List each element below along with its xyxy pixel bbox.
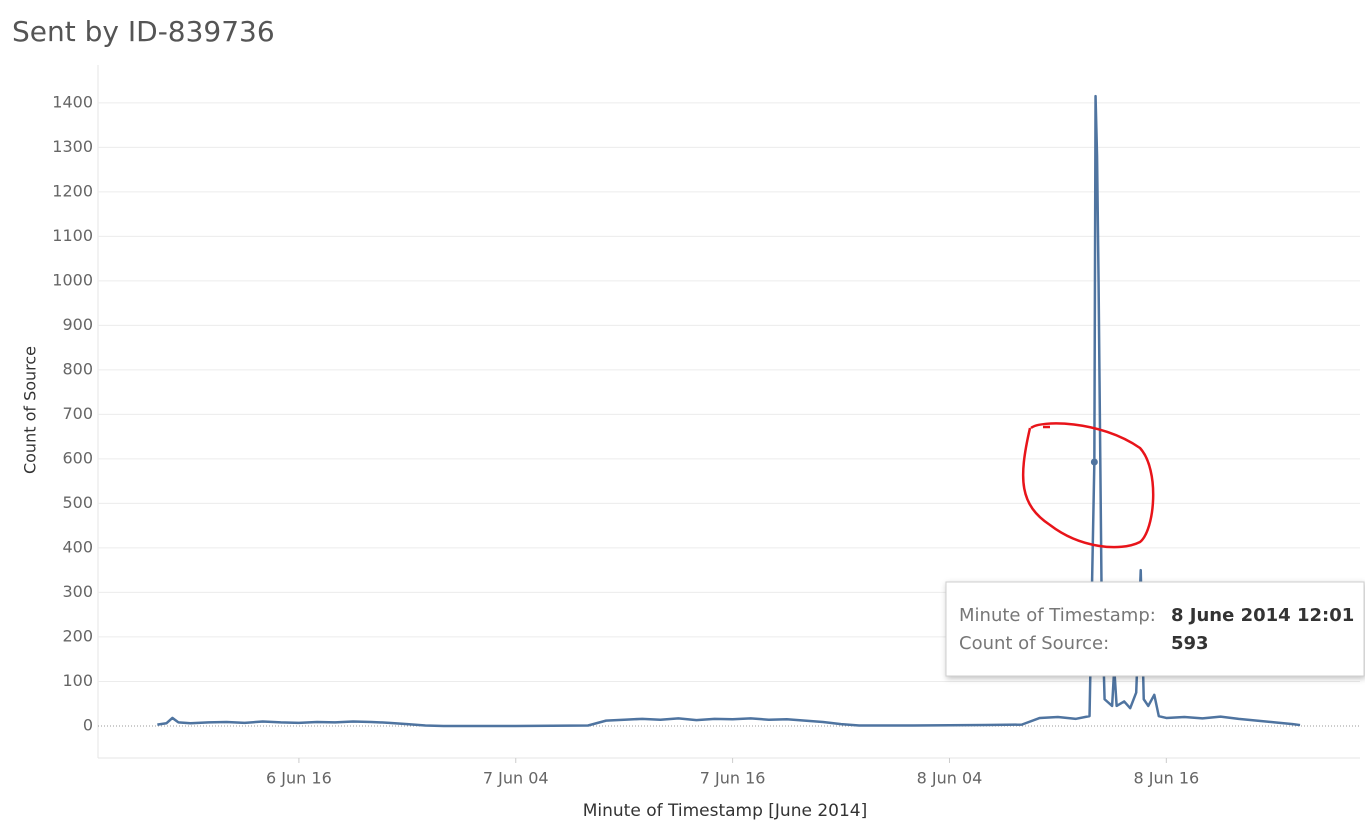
tooltip-box — [945, 581, 1365, 677]
y-tick-label: 1400 — [52, 92, 93, 111]
x-tick-label: 6 Jun 16 — [266, 769, 332, 788]
x-tick-label: 7 Jun 16 — [700, 769, 766, 788]
y-tick-label: 100 — [62, 671, 93, 690]
x-tick-label: 8 Jun 16 — [1133, 769, 1199, 788]
y-axis-title: Count of Source — [21, 346, 40, 474]
tooltip-label: Count of Source: — [959, 633, 1109, 654]
highlight-point — [1090, 458, 1098, 466]
y-tick-label: 200 — [62, 626, 93, 645]
tooltip-value: 593 — [1171, 633, 1209, 654]
tooltip-label: Minute of Timestamp: — [959, 605, 1156, 626]
y-tick-label: 400 — [62, 537, 93, 556]
y-tick-label: 700 — [62, 404, 93, 423]
series-line — [157, 94, 1301, 728]
chart-title: Sent by ID-839736 — [12, 15, 275, 48]
y-tick-label: 1100 — [52, 226, 93, 245]
x-tick-label: 7 Jun 04 — [483, 769, 549, 788]
x-axis-title: Minute of Timestamp [June 2014] — [583, 801, 868, 821]
x-tick-label: 8 Jun 04 — [917, 769, 983, 788]
y-tick-label: 0 — [83, 715, 93, 734]
y-tick-label: 1300 — [52, 137, 93, 156]
y-tick-label: 800 — [62, 359, 93, 378]
annotation-circle — [1021, 422, 1155, 549]
y-tick-label: 600 — [62, 448, 93, 467]
plot: 0 100 200 300 400 500 600 700 800 900 1000 1100 1200… — [52, 92, 1360, 788]
y-tick-label: 1000 — [52, 270, 93, 289]
y-tick-label: 300 — [62, 582, 93, 601]
y-tick-label: 500 — [62, 493, 93, 512]
tooltip: Minute of Timestamp: 8 June 2014 12:01 C… — [945, 581, 1365, 677]
tooltip-value: 8 June 2014 12:01 — [1171, 605, 1354, 626]
y-tick-label: 900 — [62, 315, 93, 334]
y-tick-label: 1200 — [52, 181, 93, 200]
